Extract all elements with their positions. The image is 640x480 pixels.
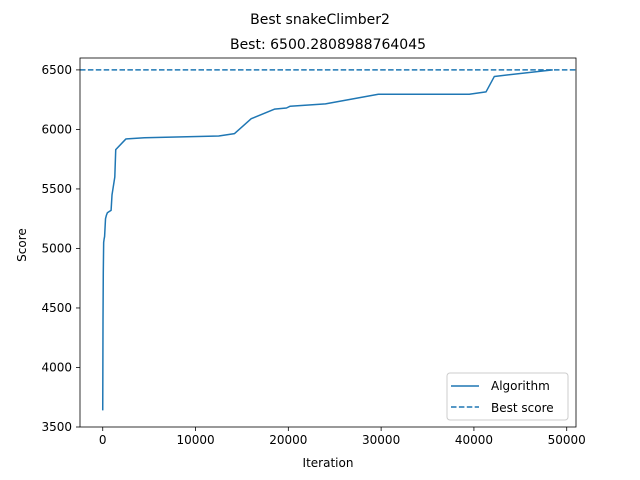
x-tick-label: 10000 <box>176 433 214 447</box>
y-tick-label: 6500 <box>41 63 72 77</box>
y-axis-label: Score <box>15 228 29 262</box>
legend: Algorithm Best score <box>446 372 569 421</box>
legend-box <box>446 372 569 421</box>
y-tick-label: 3500 <box>41 420 72 434</box>
y-tick-label: 6000 <box>41 122 72 136</box>
y-tick-label: 5500 <box>41 182 72 196</box>
plot-area <box>79 57 577 428</box>
chart-suptitle: Best snakeClimber2 <box>250 12 390 28</box>
legend-label-best-score: Best score <box>491 401 554 415</box>
chart-title: Best: 6500.2808988764045 <box>230 37 426 53</box>
y-tick-label: 5000 <box>41 241 72 255</box>
y-tick-label: 4500 <box>41 301 72 315</box>
axes-frame <box>79 57 577 428</box>
legend-label-algorithm: Algorithm <box>491 379 550 393</box>
x-tick-label: 20000 <box>269 433 307 447</box>
algorithm-series-line <box>101 69 553 411</box>
y-tick-label: 4000 <box>41 360 72 374</box>
x-axis-label: Iteration <box>303 456 354 470</box>
x-tick-label: 30000 <box>362 433 400 447</box>
x-tick-label: 40000 <box>455 433 493 447</box>
y-axis-ticks: 3500 4000 4500 5000 5500 6000 6500 <box>41 63 80 434</box>
x-tick-label: 0 <box>99 433 107 447</box>
x-tick-label: 50000 <box>548 433 586 447</box>
x-axis-ticks: 0 10000 20000 30000 40000 50000 <box>99 427 586 447</box>
